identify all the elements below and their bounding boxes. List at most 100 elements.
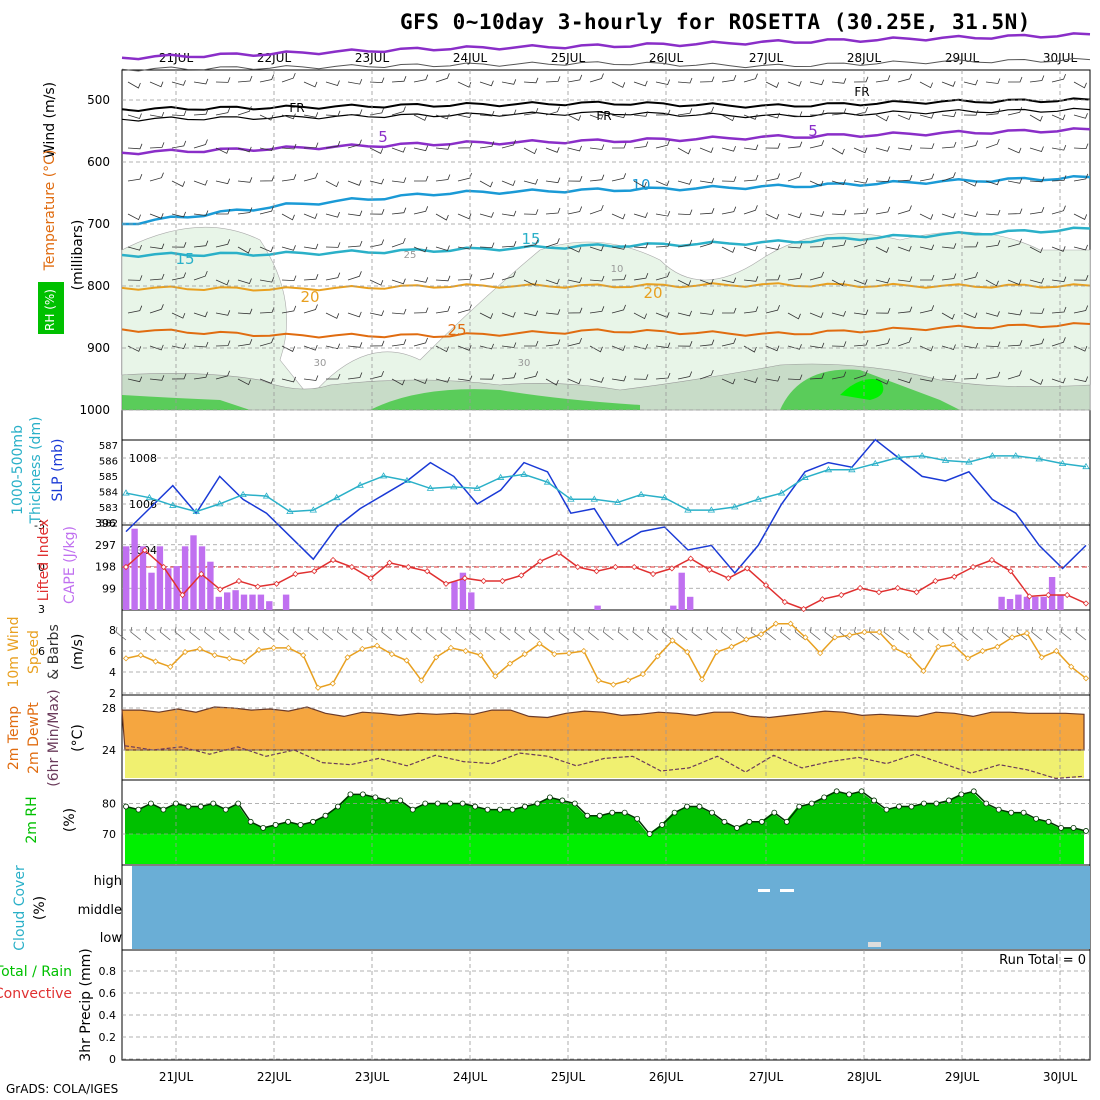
rh2m-point	[185, 803, 192, 810]
wind-barb	[809, 140, 825, 149]
rh2m-point	[983, 800, 990, 807]
wind-speed-point	[890, 644, 898, 651]
wind-barb	[633, 212, 648, 218]
cape-bar	[459, 572, 467, 610]
wind-barb	[523, 178, 538, 185]
lifted-index-point	[1007, 568, 1014, 575]
wind-barb	[787, 171, 802, 182]
wind-barb	[545, 339, 561, 347]
wind-barb	[457, 112, 473, 118]
x-tick-top: 29JUL	[945, 51, 980, 65]
wind-speed-point	[831, 634, 838, 641]
wind-barb	[479, 80, 494, 87]
wind-barb	[479, 110, 495, 117]
wind-barb	[523, 279, 538, 286]
wind-barb	[809, 271, 824, 281]
wind-barb	[369, 178, 384, 185]
wind-barb	[1007, 147, 1022, 154]
wind-barb	[347, 372, 363, 380]
contour-label: FR	[289, 101, 304, 115]
wind-barb	[633, 80, 648, 87]
thickness-point	[543, 478, 552, 485]
wind-barb	[1029, 277, 1044, 284]
wind-barb	[941, 344, 956, 350]
wind-barb	[278, 626, 289, 641]
wind-barb	[787, 273, 803, 281]
thickness-point	[403, 476, 411, 484]
wind-barb	[567, 277, 583, 283]
wind-barb	[237, 177, 253, 183]
wind-barb	[215, 77, 231, 83]
wind-barb	[897, 73, 912, 83]
wind-barb	[174, 626, 186, 641]
wind-barb	[677, 108, 693, 116]
wind-barb	[457, 345, 472, 351]
rh2m-point	[459, 800, 466, 807]
y-tick: 0.8	[99, 965, 117, 978]
thickness-line	[125, 455, 1087, 513]
wind-barb	[149, 213, 164, 219]
wind-barb	[1046, 626, 1057, 641]
wind-barb	[435, 144, 451, 150]
rh2m-point	[534, 800, 541, 807]
rh-legend-swatch	[38, 282, 64, 334]
wind-barb	[589, 245, 604, 252]
wind-speed-point	[994, 643, 1001, 650]
x-tick-bottom: 27JUL	[749, 1070, 784, 1084]
x-tick-bottom: 23JUL	[355, 1070, 390, 1084]
wind-barb	[655, 241, 671, 248]
wind-speed-point	[182, 648, 189, 656]
wind-barb	[1029, 75, 1045, 83]
wind-barb	[655, 312, 670, 318]
wind-barb	[325, 110, 341, 117]
wind-barb	[677, 341, 693, 347]
wind-barb	[588, 626, 599, 641]
dewpoint-line	[124, 745, 1085, 780]
wind-barb	[699, 309, 715, 315]
wind-barb	[524, 340, 539, 347]
thickness-point	[614, 498, 622, 505]
lifted-index-point	[386, 559, 393, 566]
rh2m-point	[896, 803, 902, 810]
y-tick: 800	[87, 279, 110, 293]
wind-barb	[558, 626, 570, 641]
wind-barb	[780, 626, 791, 641]
wind-barb	[215, 147, 230, 154]
wind-barb	[545, 238, 560, 248]
wind-barb	[853, 238, 868, 248]
lifted-index-point	[744, 565, 751, 572]
cape-bar	[1015, 594, 1022, 610]
cape-bar	[198, 546, 206, 610]
wind-barb	[501, 139, 516, 149]
wind-barb	[259, 378, 274, 384]
wind-barb	[1051, 377, 1066, 384]
wind-barb	[941, 111, 957, 118]
wind-speed-point	[920, 667, 927, 675]
wind-barb	[765, 112, 780, 119]
y-tick: 585	[99, 472, 118, 483]
rh2m-point	[571, 800, 578, 807]
wind-speed-point	[211, 652, 218, 659]
lifted-index-point	[348, 563, 355, 571]
rh2m-point	[783, 818, 790, 825]
rh2m-point	[347, 791, 354, 798]
wind-barb	[237, 207, 253, 215]
wind-barb	[237, 378, 251, 386]
wind-barb	[589, 306, 605, 314]
wind-barb	[545, 309, 561, 315]
wind-barb	[963, 373, 979, 380]
rh2m-point	[335, 803, 341, 810]
rh-region	[840, 379, 884, 400]
wind-barb	[919, 376, 935, 382]
wind-barb	[721, 74, 737, 83]
wind-barb	[963, 110, 979, 116]
rh2m-point	[447, 800, 454, 807]
lifted-index-point	[857, 584, 864, 592]
rh2m-point	[197, 803, 204, 810]
y-tick: 700	[87, 217, 110, 231]
wind-barb	[831, 371, 847, 380]
y-tick: 0	[109, 1053, 116, 1066]
rh2m-point	[260, 825, 267, 831]
wind-barb	[963, 342, 979, 349]
lifted-index-point	[819, 596, 826, 603]
